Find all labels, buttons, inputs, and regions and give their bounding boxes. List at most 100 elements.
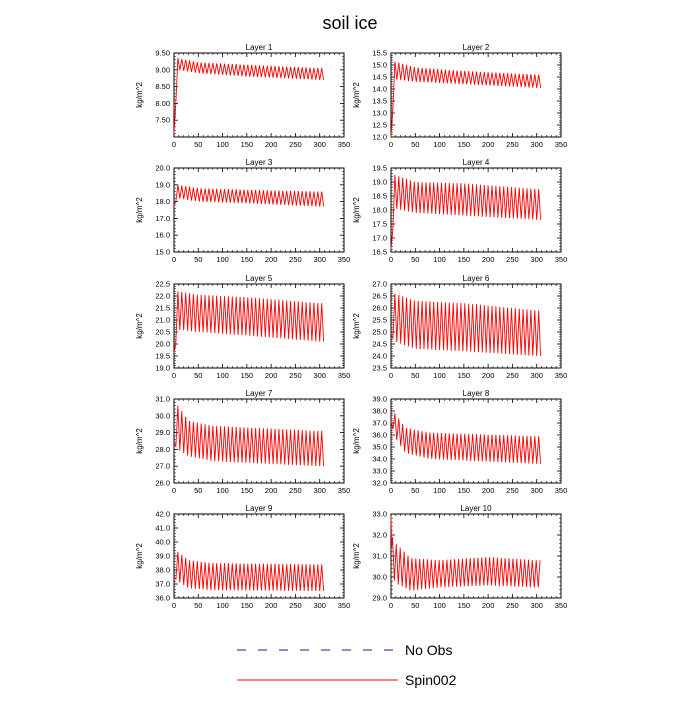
x-tick-label: 350 bbox=[555, 140, 568, 149]
panel-title: Layer 6 bbox=[463, 274, 490, 283]
y-tick-label: 20.0 bbox=[155, 340, 170, 349]
panel-title: Layer 5 bbox=[246, 274, 273, 283]
x-tick-label: 150 bbox=[458, 601, 471, 610]
x-tick-label: 50 bbox=[194, 601, 202, 610]
x-tick-label: 100 bbox=[433, 486, 446, 495]
y-tick-label: 14.5 bbox=[372, 73, 387, 82]
x-tick-label: 350 bbox=[338, 371, 351, 380]
y-tick-label: 20.5 bbox=[155, 328, 170, 337]
y-tick-label: 24.0 bbox=[372, 352, 387, 361]
y-tick-label: 19.0 bbox=[372, 178, 387, 187]
y-tick-label: 40.0 bbox=[155, 538, 170, 547]
y-tick-label: 13.5 bbox=[372, 97, 387, 106]
series-line-spin002 bbox=[390, 174, 542, 250]
y-tick-label: 39.0 bbox=[372, 395, 387, 404]
series-line-spin002 bbox=[390, 61, 542, 138]
x-tick-label: 200 bbox=[482, 601, 495, 610]
y-tick-label: 31.0 bbox=[155, 395, 170, 404]
y-tick-label: 31.0 bbox=[372, 552, 387, 561]
x-tick-label: 150 bbox=[458, 255, 471, 264]
x-tick-label: 300 bbox=[313, 140, 326, 149]
x-tick-label: 50 bbox=[411, 255, 419, 264]
y-axis-label: kg/m^2 bbox=[135, 543, 144, 569]
x-tick-label: 0 bbox=[389, 371, 393, 380]
y-tick-label: 16.5 bbox=[372, 248, 387, 257]
chart-panel: Layer 8 kg/m^2 0 50 100 150 200 250 300 350 32.0 33… bbox=[352, 389, 567, 495]
x-tick-label: 50 bbox=[194, 371, 202, 380]
series-line-spin002 bbox=[173, 57, 325, 134]
y-tick-label: 37.0 bbox=[372, 419, 387, 428]
x-tick-label: 0 bbox=[389, 255, 393, 264]
x-tick-label: 50 bbox=[411, 140, 419, 149]
y-tick-label: 19.5 bbox=[372, 164, 387, 173]
y-tick-label: 7.50 bbox=[155, 116, 170, 125]
series-line-spin002 bbox=[390, 516, 541, 591]
x-tick-label: 350 bbox=[555, 601, 568, 610]
x-tick-label: 350 bbox=[338, 255, 351, 264]
plot-frame bbox=[173, 283, 345, 369]
chart-panel: Layer 2 kg/m^2 0 50 100 150 200 250 300 350 12.0 12… bbox=[352, 43, 567, 149]
x-tick-label: 300 bbox=[530, 486, 543, 495]
x-tick-label: 200 bbox=[265, 255, 278, 264]
x-tick-label: 300 bbox=[530, 601, 543, 610]
y-tick-label: 15.0 bbox=[372, 61, 387, 70]
y-axis-label: kg/m^2 bbox=[135, 197, 144, 223]
panel-title: Layer 1 bbox=[246, 43, 273, 52]
x-tick-label: 250 bbox=[289, 371, 302, 380]
series-line-spin002 bbox=[173, 184, 325, 207]
x-tick-label: 250 bbox=[506, 486, 519, 495]
plot-frame bbox=[173, 52, 345, 138]
y-tick-label: 22.0 bbox=[155, 292, 170, 301]
series-line-spin002 bbox=[173, 291, 325, 354]
x-tick-label: 300 bbox=[530, 255, 543, 264]
x-tick-label: 50 bbox=[194, 486, 202, 495]
y-tick-label: 19.5 bbox=[155, 352, 170, 361]
plot-frame bbox=[390, 283, 562, 369]
x-tick-label: 100 bbox=[216, 371, 229, 380]
plot-frame bbox=[173, 167, 345, 253]
y-axis-label: kg/m^2 bbox=[135, 428, 144, 454]
y-tick-label: 21.5 bbox=[155, 304, 170, 313]
x-tick-label: 250 bbox=[506, 255, 519, 264]
y-tick-label: 9.00 bbox=[155, 65, 170, 74]
x-tick-label: 100 bbox=[433, 601, 446, 610]
chart-panel: Layer 4 kg/m^2 0 50 100 150 200 250 300 350 16.5 17… bbox=[352, 158, 567, 264]
plot-frame bbox=[390, 52, 562, 138]
y-tick-label: 33.0 bbox=[372, 510, 387, 519]
x-tick-label: 200 bbox=[265, 371, 278, 380]
x-tick-label: 250 bbox=[289, 486, 302, 495]
x-tick-label: 150 bbox=[241, 140, 254, 149]
x-tick-label: 200 bbox=[265, 601, 278, 610]
x-tick-label: 0 bbox=[389, 140, 393, 149]
x-tick-label: 150 bbox=[458, 140, 471, 149]
x-tick-label: 350 bbox=[338, 601, 351, 610]
y-tick-label: 17.0 bbox=[372, 234, 387, 243]
x-tick-label: 50 bbox=[411, 486, 419, 495]
y-tick-label: 38.0 bbox=[155, 566, 170, 575]
y-tick-label: 16.0 bbox=[155, 231, 170, 240]
x-tick-label: 150 bbox=[458, 371, 471, 380]
x-tick-label: 300 bbox=[313, 601, 326, 610]
x-tick-label: 100 bbox=[433, 255, 446, 264]
chart-panel: Layer 1 kg/m^2 0 50 100 150 200 250 300 350 7.50 8.… bbox=[135, 43, 350, 149]
y-tick-label: 32.0 bbox=[372, 479, 387, 488]
y-tick-label: 33.0 bbox=[372, 467, 387, 476]
chart-panel: Layer 3 kg/m^2 0 50 100 150 200 250 300 350 15.0 16… bbox=[135, 158, 350, 264]
series-line-spin002 bbox=[390, 293, 542, 357]
y-tick-label: 24.5 bbox=[372, 340, 387, 349]
y-tick-label: 39.0 bbox=[155, 552, 170, 561]
x-tick-label: 0 bbox=[172, 371, 176, 380]
x-tick-label: 350 bbox=[555, 255, 568, 264]
chart-panel: Layer 6 kg/m^2 0 50 100 150 200 250 300 350 23.5 24… bbox=[352, 274, 567, 380]
y-tick-label: 29.0 bbox=[155, 428, 170, 437]
panel-title: Layer 7 bbox=[246, 389, 273, 398]
y-tick-label: 41.0 bbox=[155, 524, 170, 533]
x-tick-label: 350 bbox=[555, 371, 568, 380]
x-tick-label: 300 bbox=[530, 140, 543, 149]
panel-title: Layer 10 bbox=[460, 504, 492, 513]
figure-title: soil ice bbox=[322, 13, 377, 33]
chart-panel: Layer 10 kg/m^2 0 50 100 150 200 250 300 350 29.0 3… bbox=[352, 504, 567, 610]
x-tick-label: 200 bbox=[482, 140, 495, 149]
y-tick-label: 19.0 bbox=[155, 364, 170, 373]
